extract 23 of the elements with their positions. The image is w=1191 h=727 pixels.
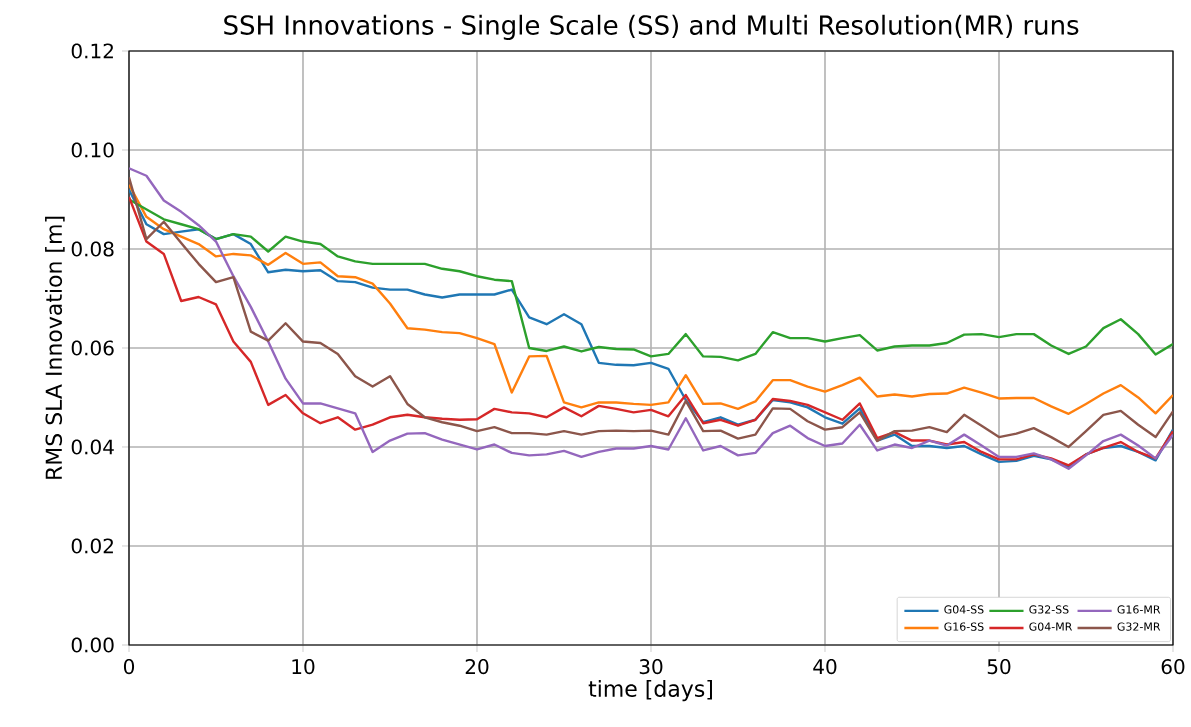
y-tick-label: 0.00 [71,637,114,653]
y-axis-title: RMS SLA Innovation [m] [45,216,65,479]
x-tick-label: 40 [813,659,837,675]
y-tick-label: 0.12 [71,43,113,59]
legend-label: G32-MR [1117,622,1161,631]
y-tick-label: 0.02 [71,538,113,554]
x-tick-label: 10 [292,659,315,675]
x-tick-label: 30 [639,659,663,675]
legend-label: G16-MR [1117,605,1161,614]
legend-label: G04-SS [944,605,984,614]
legend-label: G32-SS [1029,605,1069,614]
x-axis-title: time [days] [588,679,712,702]
x-tick-label: 0 [123,659,135,675]
y-tick-label: 0.08 [71,241,114,257]
y-tick-label: 0.10 [71,142,114,158]
x-tick-label: 20 [465,659,489,675]
chart-title: SSH Innovations - Single Scale (SS) and Multi Resolution(MR) runs [224,14,1079,40]
legend-label: G16-SS [944,622,984,631]
x-tick-label: 60 [1161,659,1185,675]
y-tick-label: 0.04 [71,439,114,455]
legend-label: G04-MR [1029,622,1073,631]
x-tick-label: 50 [987,659,1011,675]
y-tick-label: 0.06 [71,340,114,356]
